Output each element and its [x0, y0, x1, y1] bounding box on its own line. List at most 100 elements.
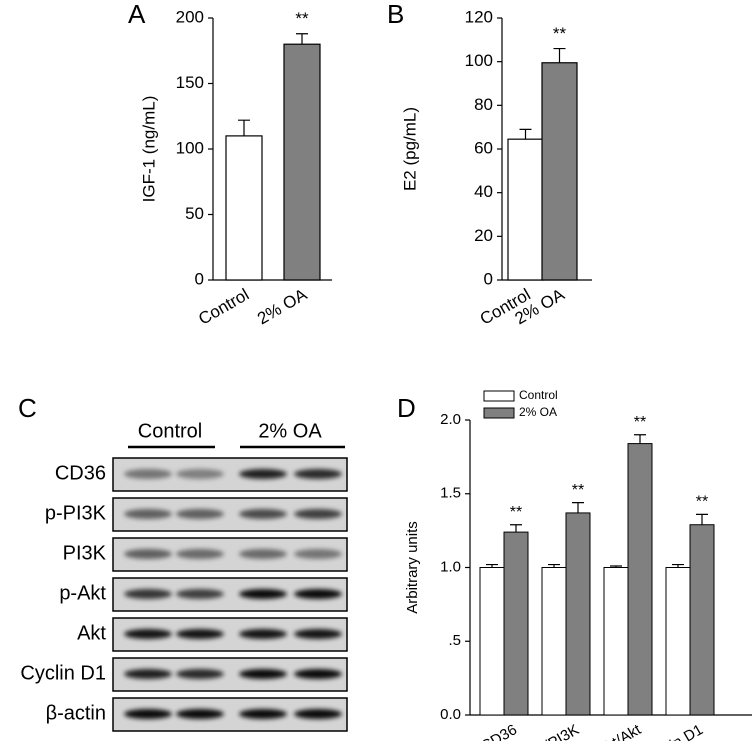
error-bar	[696, 513, 708, 525]
legend-swatch	[483, 407, 515, 419]
y-axis-label: Arbitrary units	[404, 521, 421, 614]
group-label: 2% OA	[258, 420, 322, 442]
band	[176, 589, 224, 599]
row-label: Akt	[77, 622, 106, 644]
y-tick-label: 100	[465, 51, 493, 70]
bar	[541, 62, 578, 281]
band	[176, 709, 224, 719]
significance: **	[553, 24, 567, 43]
x-tick-label: 2% OA	[254, 285, 311, 329]
panel-label: D	[397, 393, 416, 423]
error-bar	[510, 524, 522, 533]
band	[124, 669, 172, 679]
significance: **	[696, 494, 708, 511]
legend-label: Control	[519, 388, 558, 402]
bar	[283, 43, 321, 281]
y-tick-label: 0	[484, 269, 493, 288]
y-axis-label: E2 (pg/mL)	[400, 107, 419, 191]
row-label: p-PI3K	[45, 502, 107, 524]
panel-label: C	[18, 393, 37, 423]
band	[239, 589, 287, 599]
error-bar	[634, 434, 646, 444]
y-tick-label: 80	[474, 95, 493, 114]
bar	[541, 567, 567, 716]
band	[176, 509, 224, 519]
panel-label: B	[387, 0, 404, 29]
band	[176, 629, 224, 639]
bar	[689, 524, 715, 716]
significance: **	[572, 482, 584, 499]
y-tick-label: 20	[474, 226, 493, 245]
group-label: Control	[138, 420, 202, 442]
y-tick-label: 60	[474, 138, 493, 157]
band	[176, 469, 224, 479]
x-tick-label: Cyclin D1	[642, 721, 706, 741]
y-tick-label: 150	[176, 73, 204, 92]
row-label: PI3K	[63, 542, 107, 564]
band	[176, 549, 224, 559]
error-bar	[238, 119, 250, 136]
row-label: β-actin	[46, 702, 106, 724]
bar	[225, 135, 263, 281]
significance: **	[634, 414, 646, 431]
bar	[665, 567, 691, 716]
significance: **	[295, 9, 309, 28]
row-label: CD36	[55, 462, 106, 484]
bar	[603, 567, 629, 716]
legend-swatch	[483, 390, 515, 402]
band	[294, 709, 342, 719]
x-tick-label: CD36	[478, 721, 520, 741]
band	[294, 629, 342, 639]
x-tick-label: p-Akt/Akt	[583, 721, 645, 741]
band	[239, 509, 287, 519]
x-tick-label: Control	[195, 285, 252, 329]
band	[239, 469, 287, 479]
bar	[479, 567, 505, 716]
band	[239, 629, 287, 639]
error-bar	[672, 563, 684, 568]
error-bar	[553, 47, 566, 63]
bar	[627, 443, 653, 716]
y-tick-label: 2.0	[440, 411, 461, 428]
band	[124, 629, 172, 639]
y-tick-label: 0.0	[440, 706, 461, 723]
band	[239, 669, 287, 679]
western-blot: C Control 2% OA CD36 p-PI3K PI3K p-Akt Akt Cycli…	[18, 393, 348, 732]
y-tick-label: 50	[185, 204, 204, 223]
error-bar	[610, 565, 622, 568]
error-bar	[296, 33, 308, 45]
y-tick-label: .5	[448, 632, 461, 649]
error-bar	[486, 563, 498, 568]
y-tick-label: 0	[195, 269, 204, 288]
bar	[507, 138, 544, 281]
y-tick-label: 1.5	[440, 485, 461, 502]
band	[124, 589, 172, 599]
legend-label: 2% OA	[519, 405, 557, 419]
band	[124, 469, 172, 479]
y-tick-label: 1.0	[440, 558, 461, 575]
significance: **	[510, 504, 522, 521]
band	[124, 509, 172, 519]
band	[294, 509, 342, 519]
band	[124, 709, 172, 719]
bar	[565, 512, 591, 716]
bar	[503, 531, 529, 716]
band	[239, 709, 287, 719]
y-tick-label: 120	[465, 7, 493, 26]
y-tick-label: 200	[176, 7, 204, 26]
panel-label: A	[128, 0, 146, 29]
y-tick-label: 40	[474, 182, 493, 201]
row-label: Cyclin D1	[20, 662, 106, 684]
band	[239, 549, 287, 559]
error-bar	[572, 502, 584, 513]
y-tick-label: 100	[176, 138, 204, 157]
error-bar	[548, 563, 560, 568]
band	[124, 549, 172, 559]
band	[294, 589, 342, 599]
error-bar	[519, 128, 532, 140]
y-axis-label: IGF-1 (ng/mL)	[139, 96, 158, 203]
band	[294, 469, 342, 479]
band	[176, 669, 224, 679]
band	[294, 549, 342, 559]
